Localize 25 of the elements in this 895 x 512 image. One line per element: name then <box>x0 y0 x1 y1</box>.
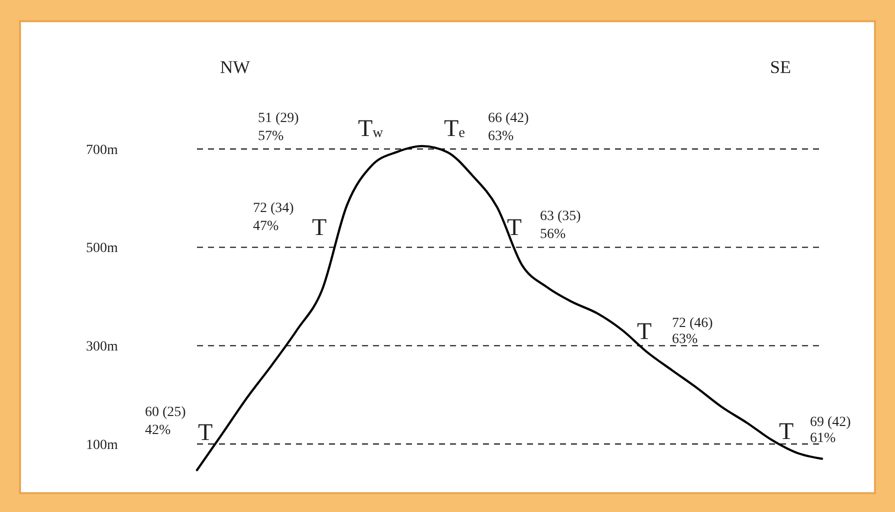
annotation: 57% <box>258 129 284 144</box>
annotation: 63 (35) <box>540 209 582 224</box>
annotation: 51 (29) <box>258 111 300 126</box>
annotation: T <box>779 419 794 445</box>
annotation: T <box>198 420 213 446</box>
y-tick-label: 500m <box>86 241 118 256</box>
annotation: 61% <box>810 431 836 446</box>
annotation: 69 (42) <box>810 415 852 430</box>
annotation: 72 (46) <box>672 316 714 331</box>
annotation: 56% <box>540 227 566 242</box>
annotation: NW <box>220 57 250 77</box>
annotation: 66 (42) <box>488 111 530 126</box>
y-tick-label: 700m <box>86 142 118 158</box>
text: 42% <box>145 423 171 438</box>
y-tick-label: 300m <box>86 340 118 355</box>
text: 60 (25) <box>145 405 186 420</box>
annotation: 63% <box>488 129 514 144</box>
annotation: T <box>637 319 652 345</box>
annotation: SE <box>770 57 792 77</box>
annotation: T <box>312 215 327 241</box>
annotation: 47% <box>253 219 279 234</box>
annotation: T <box>507 215 522 241</box>
y-tick-label: 100m <box>86 438 118 453</box>
annotation: 63% <box>672 332 698 347</box>
annotation: 72 (34) <box>253 201 294 216</box>
